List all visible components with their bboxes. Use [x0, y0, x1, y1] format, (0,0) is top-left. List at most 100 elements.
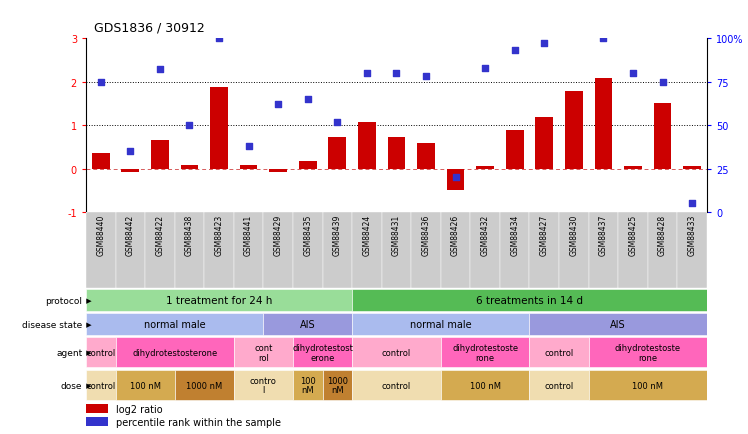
Text: GSM88435: GSM88435 — [303, 214, 312, 256]
Bar — [589, 370, 707, 400]
Text: GSM88428: GSM88428 — [658, 214, 667, 255]
Bar — [387, 138, 405, 169]
Text: dihydrotestoste
rone: dihydrotestoste rone — [615, 343, 681, 362]
Bar — [536, 118, 553, 169]
Text: GSM88430: GSM88430 — [569, 214, 578, 256]
Bar — [263, 313, 352, 335]
Bar — [618, 213, 648, 289]
Point — [331, 119, 343, 126]
Point — [420, 74, 432, 81]
Bar — [234, 338, 293, 368]
Bar — [352, 313, 530, 335]
Bar — [86, 370, 116, 400]
Text: 1000
nM: 1000 nM — [327, 376, 348, 395]
Text: GSM88424: GSM88424 — [362, 214, 371, 255]
Point — [95, 79, 107, 86]
Text: GSM88434: GSM88434 — [510, 214, 519, 256]
Point — [539, 41, 551, 48]
Text: GDS1836 / 30912: GDS1836 / 30912 — [94, 22, 204, 35]
Bar — [328, 138, 346, 169]
Text: 1 treatment for 24 h: 1 treatment for 24 h — [166, 296, 272, 306]
Point — [390, 70, 402, 77]
Text: AIS: AIS — [610, 319, 626, 329]
Point — [154, 67, 166, 74]
Bar — [648, 213, 677, 289]
Bar — [530, 213, 559, 289]
Point — [124, 148, 136, 155]
Text: GSM88427: GSM88427 — [540, 214, 549, 255]
Bar — [234, 370, 293, 400]
Text: 100
nM: 100 nM — [300, 376, 316, 395]
Bar — [352, 213, 381, 289]
Bar — [299, 161, 316, 169]
Bar — [417, 144, 435, 169]
Text: 100 nM: 100 nM — [470, 381, 500, 390]
Bar — [506, 131, 524, 169]
Text: GSM88433: GSM88433 — [687, 214, 696, 256]
Bar — [683, 167, 701, 169]
Bar — [559, 213, 589, 289]
Bar — [86, 313, 263, 335]
Bar — [411, 213, 441, 289]
Bar — [86, 417, 108, 426]
Bar — [589, 213, 618, 289]
Bar — [595, 79, 613, 169]
Text: GSM88438: GSM88438 — [185, 214, 194, 255]
Point — [450, 174, 462, 181]
Bar — [293, 338, 352, 368]
Bar — [565, 92, 583, 169]
Bar — [86, 289, 352, 312]
Bar — [530, 313, 707, 335]
Point — [272, 102, 284, 108]
Bar — [204, 213, 234, 289]
Point — [361, 70, 373, 77]
Bar — [441, 338, 530, 368]
Bar — [86, 404, 108, 413]
Point — [657, 79, 669, 86]
Point — [213, 36, 225, 43]
Bar — [654, 103, 672, 169]
Text: dose: dose — [61, 381, 82, 390]
Bar — [624, 167, 642, 169]
Bar — [352, 289, 707, 312]
Bar — [175, 213, 204, 289]
Bar — [322, 370, 352, 400]
Bar — [441, 370, 530, 400]
Bar — [116, 213, 145, 289]
Text: GSM88432: GSM88432 — [481, 214, 490, 255]
Bar — [293, 370, 322, 400]
Text: GSM88423: GSM88423 — [215, 214, 224, 255]
Bar — [470, 213, 500, 289]
Text: protocol: protocol — [46, 296, 82, 305]
Point — [686, 201, 698, 207]
Text: normal male: normal male — [410, 319, 471, 329]
Bar — [530, 338, 589, 368]
Text: GSM88439: GSM88439 — [333, 214, 342, 256]
Bar — [381, 213, 411, 289]
Point — [509, 48, 521, 55]
Bar — [447, 169, 465, 190]
Text: control: control — [86, 348, 115, 357]
Text: control: control — [381, 381, 411, 390]
Bar — [180, 166, 198, 169]
Text: agent: agent — [56, 348, 82, 357]
Text: GSM88422: GSM88422 — [156, 214, 165, 255]
Text: GSM88441: GSM88441 — [244, 214, 253, 255]
Text: ▶: ▶ — [84, 322, 91, 327]
Bar — [352, 338, 441, 368]
Bar — [210, 88, 228, 169]
Bar — [476, 167, 494, 169]
Bar — [500, 213, 530, 289]
Text: GSM88425: GSM88425 — [628, 214, 637, 255]
Point — [627, 70, 639, 77]
Text: control: control — [545, 381, 574, 390]
Text: ▶: ▶ — [84, 382, 91, 388]
Text: normal male: normal male — [144, 319, 206, 329]
Bar — [358, 122, 375, 169]
Bar — [145, 213, 175, 289]
Bar — [322, 213, 352, 289]
Text: GSM88442: GSM88442 — [126, 214, 135, 255]
Text: GSM88429: GSM88429 — [274, 214, 283, 255]
Text: GSM88426: GSM88426 — [451, 214, 460, 255]
Text: disease state: disease state — [22, 320, 82, 329]
